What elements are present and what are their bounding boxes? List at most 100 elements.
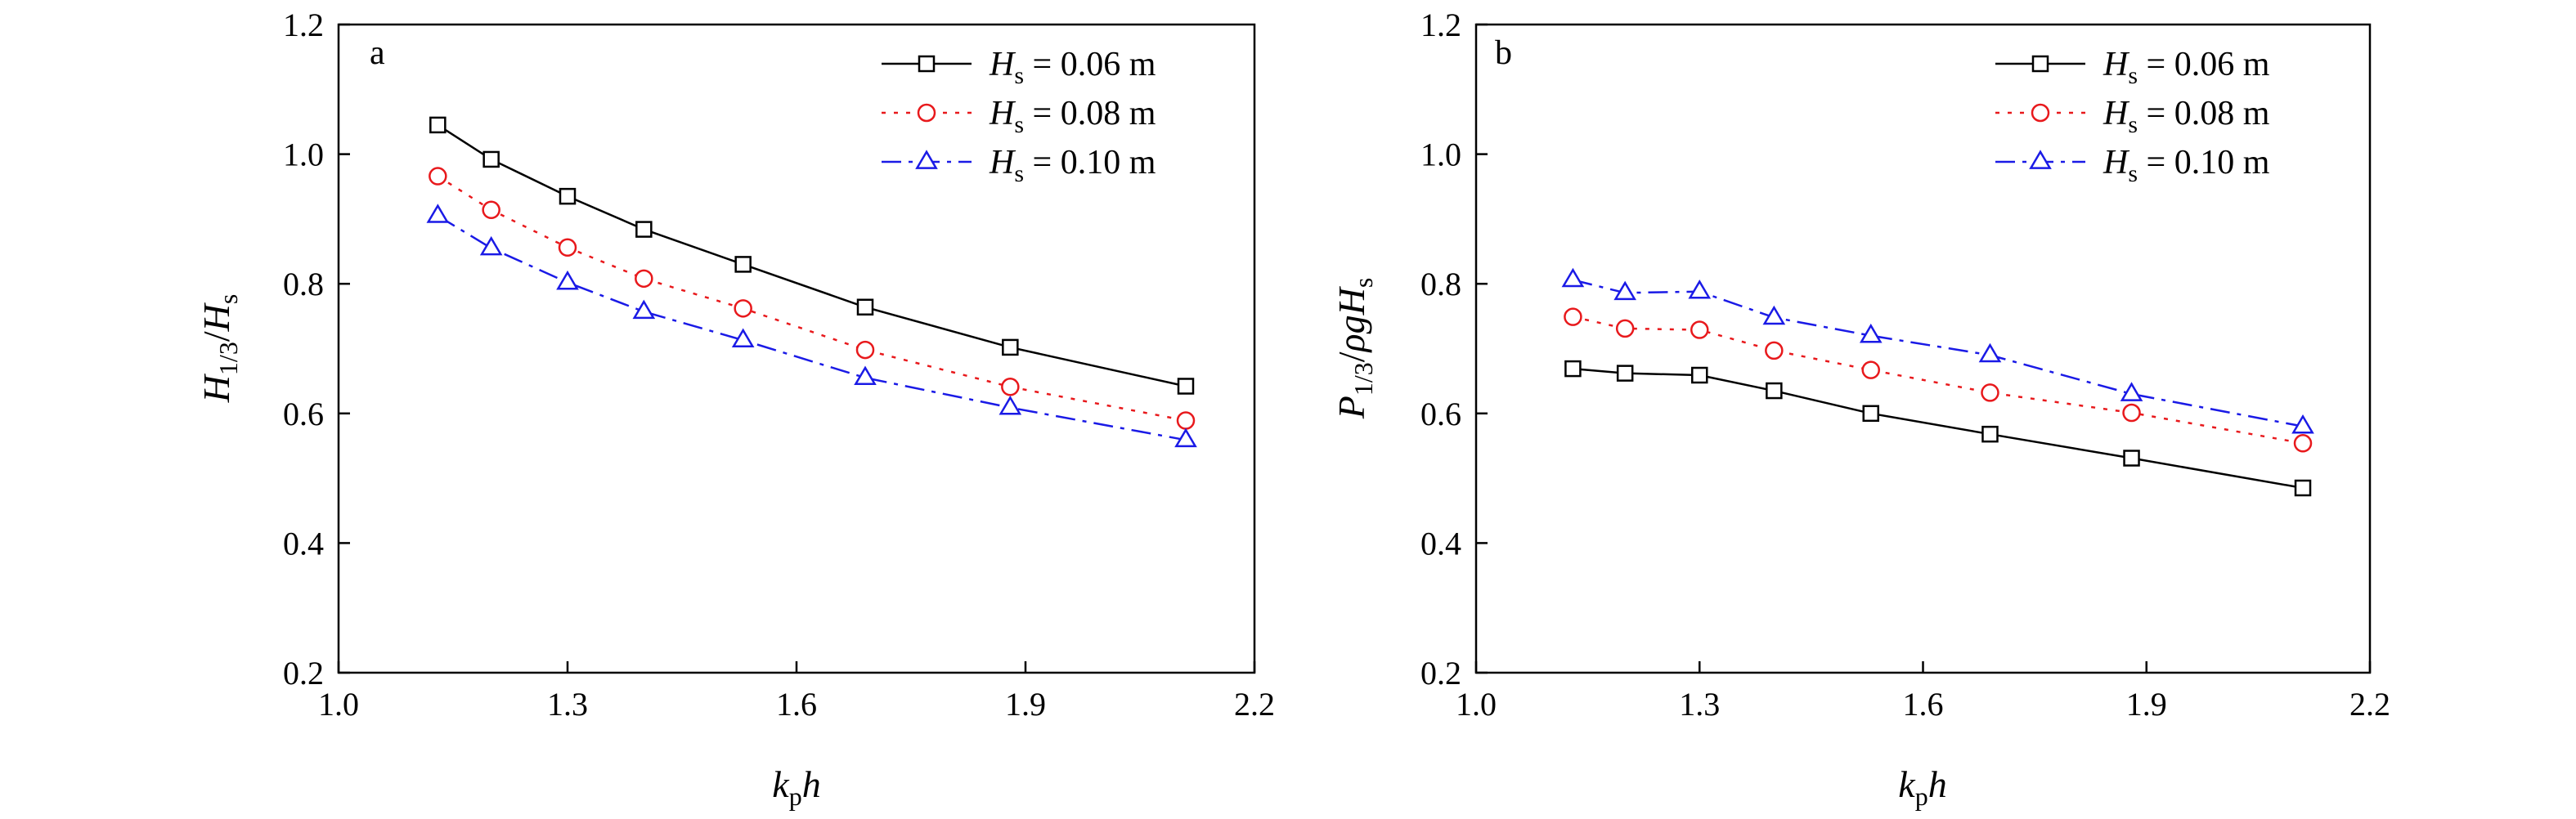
data-point-b-1-1 [1615, 319, 1635, 338]
data-point-b-1-7 [2293, 434, 2313, 453]
x-tick-label-a-1: 1.3 [547, 686, 588, 723]
legend-label-b-1: Hs = 0.08 m [2103, 95, 2270, 138]
legend-marker-b-2 [2029, 150, 2052, 169]
x-tick-label-b-2: 1.6 [1903, 686, 1944, 723]
chart-panel-a: 1.0 1.3 1.6 1.9 2.2 0.2 0.4 0.6 0.8 1.0 1.2 a Hs =… [195, 7, 1275, 811]
y-tick-label-a-2: 0.6 [283, 396, 324, 432]
x-tick-label-a-2: 1.6 [776, 686, 817, 723]
ticks-b [1474, 23, 2372, 674]
legend-label-a-0: Hs = 0.06 m [989, 46, 1156, 89]
panel-label-b: b [1495, 34, 1512, 72]
data-point-b-0-2 [1691, 366, 1708, 384]
data-point-a-2-2 [556, 270, 579, 290]
data-point-a-2-7 [1174, 427, 1197, 448]
series-line-b-0 [1573, 367, 2304, 490]
data-point-a-0-2 [559, 187, 577, 205]
data-point-b-2-2 [1688, 280, 1712, 299]
data-point-a-2-5 [854, 365, 877, 386]
data-point-a-2-4 [731, 328, 755, 348]
tick-labels-a: 1.0 1.3 1.6 1.9 2.2 0.2 0.4 0.6 0.8 1.0 1.2 [283, 7, 1275, 723]
data-point-b-0-0 [1564, 360, 1582, 378]
data-point-a-2-1 [479, 235, 503, 256]
series-layer-b [1561, 267, 2314, 497]
chart-panel-b: 1.0 1.3 1.6 1.9 2.2 0.2 0.4 0.6 0.8 1.0 1.2 b Hs =… [1331, 7, 2390, 811]
data-point-b-2-1 [1613, 280, 1636, 301]
data-point-b-0-1 [1616, 365, 1634, 382]
y-tick-label-b-2: 0.6 [1420, 396, 1461, 432]
y-tick-label-a-5: 1.2 [283, 7, 324, 43]
y-tick-label-b-3: 0.8 [1420, 266, 1461, 302]
legend-label-a-2: Hs = 0.10 m [989, 144, 1156, 187]
data-point-a-1-4 [734, 299, 752, 318]
data-point-a-1-1 [482, 200, 500, 220]
y-axis-title-b: P1/3/ρgHs [1331, 278, 1378, 420]
series-layer-a [426, 116, 1197, 448]
y-tick-label-b-4: 1.0 [1420, 136, 1461, 173]
data-point-a-2-0 [426, 204, 450, 223]
data-point-a-1-6 [1001, 378, 1020, 396]
data-point-a-1-5 [855, 340, 875, 360]
legend-label-a-1: Hs = 0.08 m [989, 95, 1156, 138]
y-tick-label-b-5: 1.2 [1420, 7, 1461, 43]
series-line-a-0 [437, 123, 1187, 387]
data-point-a-1-7 [1176, 411, 1196, 430]
data-point-b-1-0 [1564, 307, 1582, 326]
data-point-a-0-1 [482, 150, 500, 168]
series-line-b-2 [1573, 279, 2304, 427]
x-tick-label-a-3: 1.9 [1005, 686, 1046, 723]
y-tick-label-a-1: 0.4 [283, 525, 324, 562]
data-point-a-1-3 [635, 269, 653, 289]
data-point-b-1-4 [1861, 360, 1880, 379]
y-tick-label-a-0: 0.2 [283, 655, 324, 691]
legend-marker-a-2 [915, 150, 938, 169]
data-point-b-2-3 [1762, 305, 1786, 325]
legend-b: Hs = 0.06 m Hs = 0.08 m Hs = 0.10 m [1995, 46, 2270, 187]
y-tick-label-b-1: 0.4 [1420, 525, 1461, 562]
data-point-a-0-6 [1002, 338, 1019, 356]
series-line-a-1 [437, 175, 1187, 422]
data-point-b-0-6 [2123, 450, 2140, 467]
data-point-b-0-3 [1766, 382, 1783, 400]
data-point-b-2-0 [1561, 267, 1585, 288]
series-line-a-2 [437, 214, 1187, 441]
x-tick-label-b-3: 1.9 [2126, 686, 2167, 723]
data-point-a-1-2 [558, 238, 577, 257]
legend-label-b-0: Hs = 0.06 m [2103, 46, 2270, 89]
legend-marker-b-0 [2031, 55, 2049, 73]
legend-label-b-2: Hs = 0.10 m [2103, 144, 2270, 187]
x-axis-title-a: kph [772, 763, 820, 811]
y-axis-title-a: H1/3/Hs [195, 294, 243, 404]
y-tick-label-a-3: 0.8 [283, 266, 324, 302]
ticks-a [337, 23, 1256, 674]
data-point-a-0-5 [856, 298, 874, 316]
legend-marker-b-1 [2031, 103, 2050, 123]
data-point-b-0-5 [1981, 425, 1999, 443]
data-point-b-2-5 [1978, 342, 2002, 363]
data-point-a-2-6 [999, 395, 1022, 415]
legend-marker-a-1 [917, 103, 936, 123]
x-tick-label-b-1: 1.3 [1679, 686, 1720, 723]
x-tick-label-a-4: 2.2 [1234, 686, 1275, 723]
y-tick-label-a-4: 1.0 [283, 136, 324, 173]
data-point-a-0-4 [734, 256, 752, 273]
legend-a: Hs = 0.06 m Hs = 0.08 m Hs = 0.10 m [882, 46, 1156, 187]
data-point-b-1-6 [2122, 403, 2141, 423]
x-axis-title-b: kph [1898, 763, 1946, 811]
y-tick-label-b-0: 0.2 [1420, 655, 1461, 691]
data-point-a-0-3 [635, 221, 653, 238]
data-point-b-0-7 [2294, 479, 2312, 497]
data-point-b-1-2 [1690, 320, 1709, 339]
x-tick-label-b-4: 2.2 [2349, 686, 2390, 723]
data-point-a-1-0 [429, 167, 447, 186]
data-point-a-0-7 [1177, 378, 1195, 395]
data-point-a-0-0 [429, 116, 447, 134]
data-point-b-2-7 [2291, 414, 2314, 434]
data-point-b-2-4 [1859, 323, 1883, 343]
data-point-b-1-3 [1765, 341, 1784, 360]
data-point-b-2-6 [2120, 382, 2143, 401]
tick-labels-b: 1.0 1.3 1.6 1.9 2.2 0.2 0.4 0.6 0.8 1.0 1.2 [1420, 7, 2390, 723]
data-point-b-0-4 [1862, 405, 1879, 423]
panel-label-a: a [370, 34, 385, 72]
data-point-b-1-5 [1981, 383, 1999, 402]
